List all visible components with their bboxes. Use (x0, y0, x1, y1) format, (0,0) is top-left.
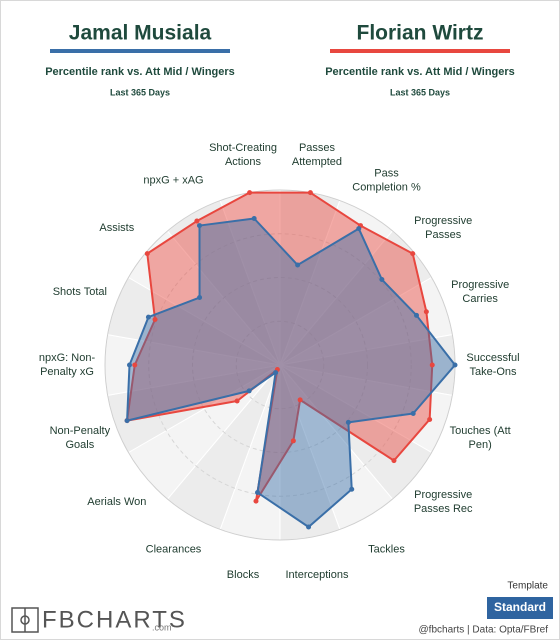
grid-ring (192, 277, 368, 453)
axis-label: Interceptions (285, 569, 348, 581)
radar-point (290, 438, 296, 444)
axis-label: Progressive Passes Rec (414, 489, 473, 515)
template-button[interactable] (487, 597, 553, 619)
radar-point (306, 524, 312, 530)
radar-point (349, 486, 355, 492)
radar-point (194, 218, 200, 224)
radar-point (427, 416, 433, 422)
radar-point (132, 362, 138, 368)
logo: FBCHARTS (42, 606, 187, 633)
radar-point (234, 398, 240, 404)
axis-label: Shots Total (53, 286, 107, 298)
grid-ring (148, 233, 412, 497)
radar-point (423, 309, 429, 315)
grid-ring (235, 320, 325, 410)
axis-label: Shot-Creating Actions (209, 142, 277, 168)
axis-label: Touches (Att Pen) (450, 425, 511, 451)
radar-point (410, 410, 416, 416)
player-underline (330, 49, 510, 53)
radar-point (410, 251, 416, 257)
radar-point (379, 277, 385, 283)
subtitle: Percentile rank vs. Att Mid / Wingers (45, 66, 235, 78)
radar-point (152, 317, 158, 323)
period: Last 365 Days (390, 87, 450, 97)
radar-point (145, 314, 151, 320)
axis-label: Passes Attempted (292, 142, 342, 168)
radar-point (197, 295, 203, 301)
axis-label: Aerials Won (87, 496, 146, 508)
template-label: Template (507, 581, 548, 592)
radar-point (251, 216, 257, 222)
radar-point (345, 419, 351, 425)
player-name: Florian Wirtz (357, 22, 484, 45)
radar-point (295, 262, 301, 268)
radar-point (197, 223, 202, 229)
axis-label: Successful Take-Ons (466, 352, 519, 378)
axis-label: Progressive Passes (414, 215, 472, 241)
axis-label: Progressive Carries (451, 279, 509, 305)
radar-point (247, 190, 253, 196)
radar-point (253, 498, 259, 504)
radar-point (307, 190, 313, 196)
radar-point (144, 251, 150, 257)
axis-label: Clearances (146, 543, 202, 555)
template-button-label[interactable]: Standard (494, 600, 546, 614)
player-underline (50, 49, 230, 53)
subtitle: Percentile rank vs. Att Mid / Wingers (325, 66, 515, 78)
radar-point (273, 370, 279, 376)
radar: Passes Attempted Pass Completion % Progressi… (39, 142, 520, 581)
axis-label: Pass Completion % (352, 167, 421, 193)
logo-suffix: .com (152, 622, 172, 632)
radar-point (391, 458, 397, 464)
radar-point (452, 362, 458, 368)
axis-label: npxG: Non-Penalty xG (39, 352, 96, 378)
logo-icon (20, 615, 30, 625)
credit: @fbcharts | Data: Opta/FBref (419, 625, 549, 636)
radar-point (124, 418, 130, 424)
period: Last 365 Days (110, 87, 170, 97)
axis-label: Tackles (368, 543, 405, 555)
radar-point (429, 362, 435, 368)
radar-point (246, 388, 252, 394)
radar-point (127, 362, 132, 368)
radar-point (297, 397, 303, 403)
radar-point (413, 312, 419, 318)
player-name: Jamal Musiala (69, 22, 212, 45)
axis-label: Blocks (227, 569, 260, 581)
axis-label: Non-Penalty Goals (50, 425, 111, 451)
radar-point (255, 490, 261, 496)
axis-label: npxG + xAG (143, 174, 203, 186)
axis-label: Assists (99, 222, 134, 234)
radar-point (356, 226, 362, 232)
